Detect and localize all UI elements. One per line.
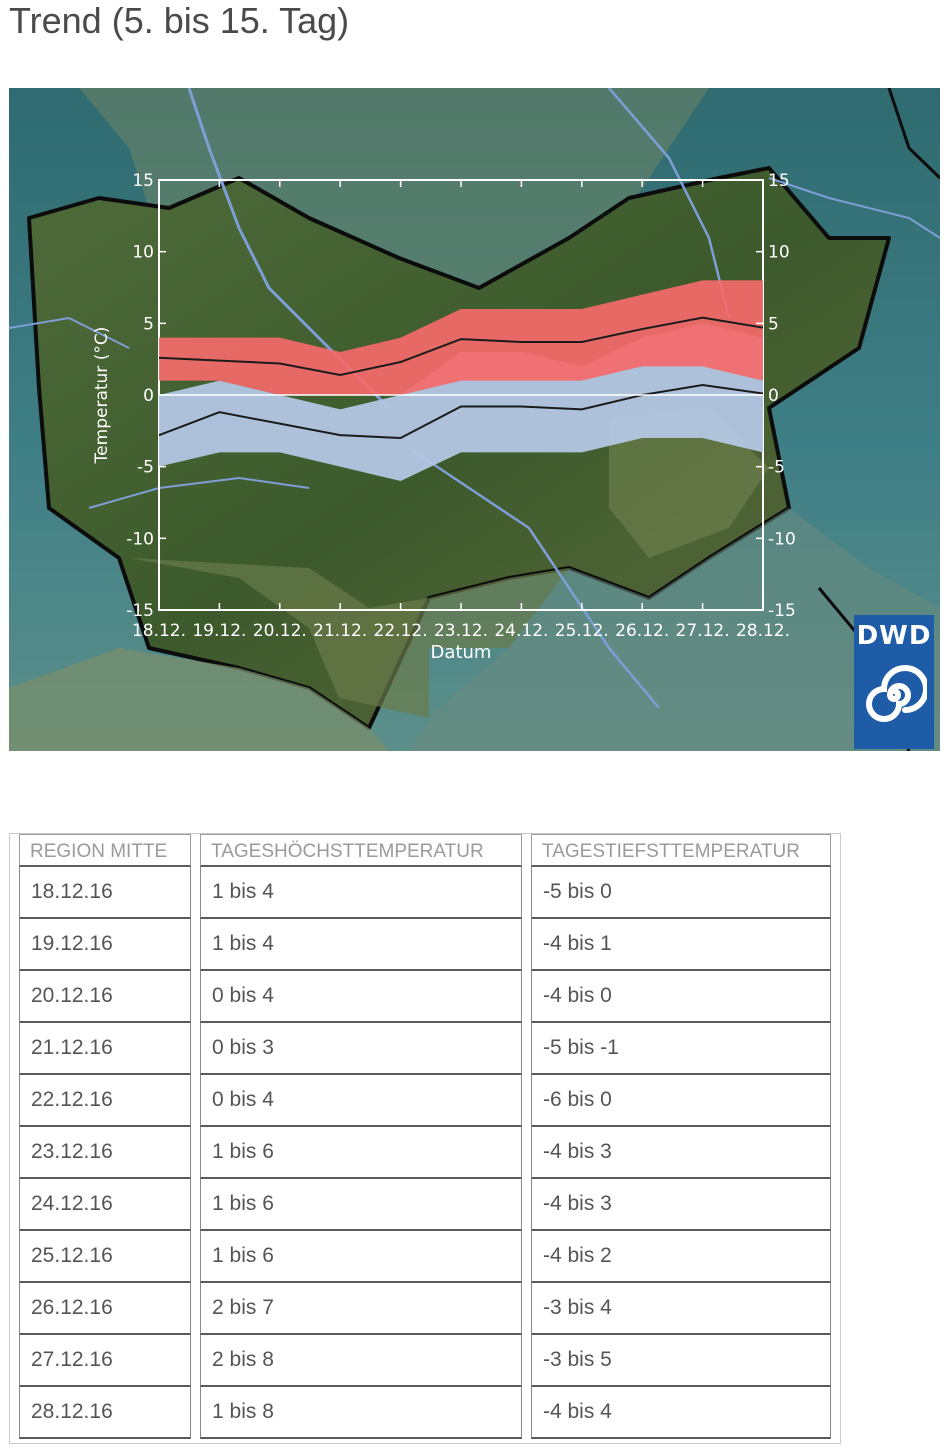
date-cell: 27.12.16 [19, 1335, 191, 1387]
x-tick-label: 28.12. [736, 621, 790, 641]
min-temp-cell: -4 bis 2 [531, 1231, 831, 1283]
min-temp-cell: -4 bis 4 [531, 1387, 831, 1439]
header-min-temp: TAGESTIEFSTTEMPERATUR [531, 834, 831, 867]
max-temp-cell: 1 bis 6 [200, 1231, 522, 1283]
x-tick-label: 19.12. [192, 621, 246, 641]
max-temp-cell: 1 bis 4 [200, 867, 522, 919]
y-tick-label-right: -15 [768, 601, 796, 621]
max-temp-cell: 1 bis 6 [200, 1179, 522, 1231]
y-tick-label-left: 15 [132, 171, 154, 191]
max-temp-cell: 2 bis 7 [200, 1283, 522, 1335]
date-cell: 28.12.16 [19, 1387, 191, 1439]
x-tick-label: 23.12. [434, 621, 488, 641]
date-cell: 23.12.16 [19, 1127, 191, 1179]
dwd-spiral-icon [866, 665, 927, 722]
date-cell: 20.12.16 [19, 971, 191, 1023]
table-header-row: REGION MITTE TAGESHÖCHSTTEMPERATUR TAGES… [19, 834, 831, 867]
max-temp-median-line [158, 316, 764, 376]
min-temp-cell: -6 bis 0 [531, 1075, 831, 1127]
y-tick-label-left: -10 [126, 529, 154, 549]
forecast-table: REGION MITTE TAGESHÖCHSTTEMPERATUR TAGES… [9, 833, 841, 1444]
date-cell: 26.12.16 [19, 1283, 191, 1335]
min-temp-cell: -5 bis -1 [531, 1023, 831, 1075]
x-tick-label: 27.12. [676, 621, 730, 641]
x-tick-label: 26.12. [615, 621, 669, 641]
max-temp-cell: 1 bis 6 [200, 1127, 522, 1179]
max-temp-cell: 0 bis 4 [200, 1075, 522, 1127]
x-tick-label: 18.12. [132, 621, 186, 641]
max-temp-cell: 0 bis 4 [200, 971, 522, 1023]
table-row: 18.12.16 1 bis 4 -5 bis 0 [19, 867, 831, 919]
x-tick-label: 21.12. [313, 621, 367, 641]
header-region: REGION MITTE [19, 834, 191, 867]
min-temp-cell: -4 bis 1 [531, 919, 831, 971]
page-title: Trend (5. bis 15. Tag) [9, 0, 350, 41]
max-temp-cell: 2 bis 8 [200, 1335, 522, 1387]
y-tick-label-left: -5 [137, 458, 154, 478]
y-tick-label-right: -5 [768, 458, 785, 478]
x-tick-label: 24.12. [494, 621, 548, 641]
x-tick-label: 22.12. [374, 621, 428, 641]
table-row: 27.12.16 2 bis 8 -3 bis 5 [19, 1335, 831, 1387]
min-temp-cell: -4 bis 3 [531, 1127, 831, 1179]
date-cell: 22.12.16 [19, 1075, 191, 1127]
y-tick-label-left: 5 [143, 314, 154, 334]
x-tick-label: 25.12. [555, 621, 609, 641]
x-axis-label: Datum [431, 642, 492, 663]
min-temp-median-line [158, 383, 764, 440]
table-row: 25.12.16 1 bis 6 -4 bis 2 [19, 1231, 831, 1283]
table-row: 23.12.16 1 bis 6 -4 bis 3 [19, 1127, 831, 1179]
table-row: 26.12.16 2 bis 7 -3 bis 4 [19, 1283, 831, 1335]
y-tick-label-left: 10 [132, 243, 154, 263]
dwd-logo-text: DWD [856, 621, 932, 651]
date-cell: 21.12.16 [19, 1023, 191, 1075]
table-row: 24.12.16 1 bis 6 -4 bis 3 [19, 1179, 831, 1231]
y-tick-label-left: 0 [143, 386, 154, 406]
table-row: 22.12.16 0 bis 4 -6 bis 0 [19, 1075, 831, 1127]
y-tick-label-right: 5 [768, 314, 779, 334]
y-tick-label-right: 15 [768, 171, 790, 191]
y-tick-label-right: 10 [768, 243, 790, 263]
y-tick-label-right: -10 [768, 529, 796, 549]
min-temp-cell: -3 bis 5 [531, 1335, 831, 1387]
table-row: 28.12.16 1 bis 8 -4 bis 4 [19, 1387, 831, 1439]
max-temp-cell: 0 bis 3 [200, 1023, 522, 1075]
trend-chart-panel: 15 15 10 10 5 5 0 0 -5 -5 -10 -10 -15 -15 18.12. 19.12.… [9, 88, 940, 751]
table-row: 21.12.16 0 bis 3 -5 bis -1 [19, 1023, 831, 1075]
date-cell: 25.12.16 [19, 1231, 191, 1283]
dwd-logo: DWD [854, 615, 934, 749]
max-temp-cell: 1 bis 8 [200, 1387, 522, 1439]
max-temp-cell: 1 bis 4 [200, 919, 522, 971]
y-tick-label-right: 0 [768, 386, 779, 406]
date-cell: 18.12.16 [19, 867, 191, 919]
max-temp-band [159, 280, 763, 395]
date-cell: 19.12.16 [19, 919, 191, 971]
min-temp-cell: -4 bis 0 [531, 971, 831, 1023]
y-tick-label-left: -15 [126, 601, 154, 621]
header-max-temp: TAGESHÖCHSTTEMPERATUR [200, 834, 522, 867]
min-temp-cell: -3 bis 4 [531, 1283, 831, 1335]
table-row: 19.12.16 1 bis 4 -4 bis 1 [19, 919, 831, 971]
y-axis-label: Temperatur (°C) [92, 327, 112, 465]
min-temp-cell: -4 bis 3 [531, 1179, 831, 1231]
table-row: 20.12.16 0 bis 4 -4 bis 0 [19, 971, 831, 1023]
x-tick-label: 20.12. [253, 621, 307, 641]
min-temp-cell: -5 bis 0 [531, 867, 831, 919]
date-cell: 24.12.16 [19, 1179, 191, 1231]
